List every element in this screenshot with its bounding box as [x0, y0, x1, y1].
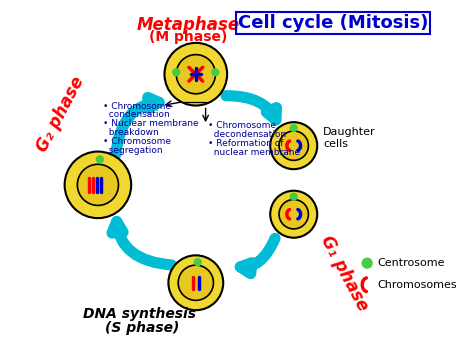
Circle shape	[96, 156, 103, 163]
Text: breakdown: breakdown	[103, 128, 159, 137]
Circle shape	[290, 125, 297, 131]
Text: DNA synthesis: DNA synthesis	[82, 307, 196, 321]
Text: decondensation: decondensation	[208, 130, 286, 139]
Circle shape	[194, 259, 201, 266]
Circle shape	[290, 193, 297, 200]
Text: Chromosomes: Chromosomes	[377, 280, 456, 290]
Circle shape	[212, 69, 219, 76]
Text: • Chromosome: • Chromosome	[103, 137, 171, 146]
Circle shape	[279, 200, 309, 229]
Text: Centrosome: Centrosome	[377, 258, 445, 268]
Circle shape	[164, 43, 227, 105]
Text: Metaphase: Metaphase	[137, 16, 239, 34]
Text: • Nuclear membrane: • Nuclear membrane	[103, 119, 199, 128]
Text: condensation: condensation	[103, 110, 170, 119]
Circle shape	[77, 164, 118, 206]
Text: • Chromosome: • Chromosome	[103, 102, 171, 111]
Text: • Reformation of: • Reformation of	[208, 139, 283, 148]
Text: G₂ phase: G₂ phase	[33, 73, 88, 155]
Circle shape	[362, 258, 372, 268]
Text: G₁ phase: G₁ phase	[317, 232, 372, 314]
Circle shape	[178, 265, 213, 300]
Text: nuclear membrane: nuclear membrane	[208, 148, 300, 157]
Text: segregation: segregation	[103, 146, 163, 155]
Circle shape	[279, 131, 309, 160]
Circle shape	[270, 191, 317, 238]
Text: Cell cycle (Mitosis): Cell cycle (Mitosis)	[237, 14, 428, 32]
Text: (S phase): (S phase)	[105, 321, 179, 335]
Circle shape	[173, 69, 180, 76]
Text: Daughter
cells: Daughter cells	[323, 127, 376, 149]
Text: • Chromosome: • Chromosome	[208, 121, 275, 130]
Circle shape	[176, 55, 215, 94]
Circle shape	[168, 255, 223, 310]
Circle shape	[64, 152, 131, 218]
Circle shape	[270, 122, 317, 169]
Text: (M phase): (M phase)	[149, 30, 227, 44]
